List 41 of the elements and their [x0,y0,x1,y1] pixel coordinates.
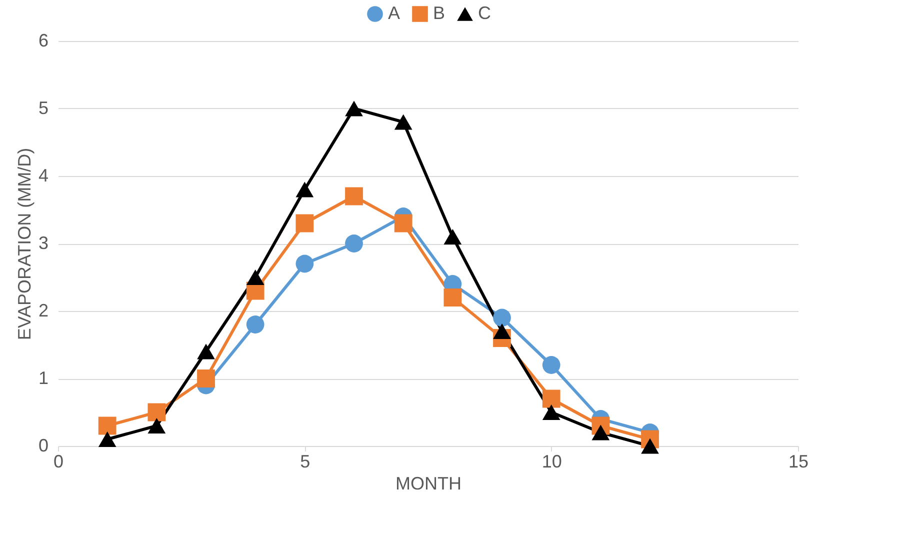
point [592,424,610,440]
point [444,288,462,306]
point [444,229,462,244]
point [197,370,215,388]
legend-label: A [388,3,400,23]
point [641,438,659,454]
x-tick-label: 0 [53,452,64,472]
legend-label: C [478,3,491,23]
y-tick-label: 0 [38,436,48,456]
y-tick-label: 1 [38,368,48,388]
point [493,324,511,339]
y-tick-label: 6 [38,30,48,50]
y-tick-label: 3 [38,233,48,253]
point [345,187,363,206]
legend-label: B [433,3,446,23]
point [394,114,412,130]
point [98,432,116,447]
point [197,344,215,360]
point [98,416,116,435]
point [394,214,412,232]
point [345,234,363,252]
point [542,390,560,408]
point [296,214,314,232]
point [542,356,560,374]
point [148,403,166,422]
point [148,418,166,434]
y-tick-label: 2 [38,300,48,320]
y-tick-label: 4 [38,166,48,186]
x-tick-label: 5 [300,452,310,472]
point [296,254,314,273]
x-tick-label: 15 [788,452,809,472]
point [345,100,363,116]
point [296,182,314,198]
point [542,404,560,420]
y-axis-title: EVAPORATION (MM/D) [14,148,34,340]
point [246,270,264,285]
y-tick-label: 5 [38,98,48,118]
x-axis-title: MONTH [396,474,462,494]
point [246,316,264,334]
x-tick-label: 10 [542,452,562,472]
point [493,308,511,327]
